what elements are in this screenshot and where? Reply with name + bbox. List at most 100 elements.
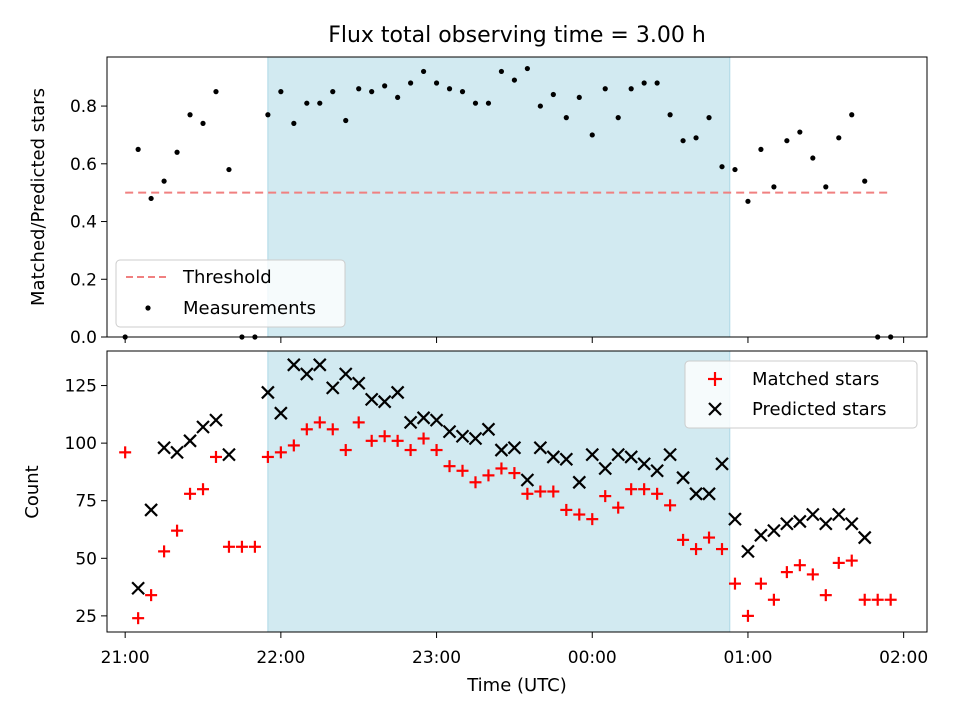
measurement-point xyxy=(369,89,375,95)
measurement-point xyxy=(446,86,453,92)
bottom-x-tick-label: 02:00 xyxy=(879,648,928,668)
predicted-star-point xyxy=(313,358,327,372)
predicted-star-point xyxy=(442,424,457,439)
matched-star-point xyxy=(197,483,210,496)
matched-star-point xyxy=(365,434,378,447)
predicted-star-point xyxy=(351,376,366,391)
top-legend-box xyxy=(115,259,346,328)
matched-star-point xyxy=(248,540,261,553)
matched-star-point xyxy=(793,559,806,572)
bottom-x-axis-ticks: 21:00 22:00 23:00 00:00 01:00 02:00 xyxy=(101,632,928,668)
matched-star-point xyxy=(651,487,664,500)
matched-star-point xyxy=(495,462,508,475)
matched-star-point xyxy=(845,554,858,567)
matched-star-point xyxy=(508,467,521,480)
measurement-point xyxy=(745,198,751,204)
measurement-point xyxy=(823,184,829,190)
matched-star-point xyxy=(690,543,703,556)
predicted-star-point xyxy=(468,431,483,446)
predicted-star-point xyxy=(585,447,600,462)
matched-star-point xyxy=(625,483,638,496)
matched-star-point xyxy=(819,589,832,602)
matched-star-point xyxy=(482,469,495,482)
predicted-star-point xyxy=(261,385,275,400)
measurement-point xyxy=(200,120,206,126)
measurement-point xyxy=(135,146,141,152)
matched-star-point xyxy=(716,543,728,556)
legend-matched-swatch xyxy=(708,372,722,386)
bottom-x-tick-label: 23:00 xyxy=(412,648,461,668)
predicted-star-point xyxy=(338,367,353,381)
matched-star-point xyxy=(573,508,586,521)
measurement-point xyxy=(758,146,764,152)
predicted-star-point xyxy=(170,445,184,460)
top-y-tick-label: 0.8 xyxy=(70,97,97,117)
matched-star-point xyxy=(313,416,326,429)
top-axes-frame xyxy=(106,56,928,338)
top-x-axis-ticks xyxy=(124,337,905,343)
matched-star-point xyxy=(703,531,716,544)
matched-star-point xyxy=(547,485,560,498)
bottom-legend: Matched stars Predicted stars xyxy=(684,360,918,429)
bottom-y-tick-label: 75 xyxy=(75,492,97,512)
measurement-point xyxy=(317,100,323,106)
predicted-star-point xyxy=(196,420,210,434)
top-panel: 0.0 0.2 0.4 0.6 0.8 Flux total observing tim… xyxy=(28,23,928,348)
top-y-tick-label: 0.6 xyxy=(70,155,97,175)
predicted-star-point xyxy=(689,487,703,501)
predicted-star-point xyxy=(831,507,846,522)
top-plot-area xyxy=(122,65,894,340)
matched-star-point xyxy=(560,503,573,516)
legend-predicted-label: Predicted stars xyxy=(752,399,886,420)
measurement-point xyxy=(810,155,816,161)
matched-star-point xyxy=(404,444,417,457)
matched-star-point xyxy=(145,589,158,602)
predicted-star-point xyxy=(300,367,314,381)
legend-matched-label: Matched stars xyxy=(752,369,879,390)
measurement-point xyxy=(420,68,427,75)
predicted-star-point xyxy=(209,413,223,427)
top-y-axis-ticks: 0.0 0.2 0.4 0.6 0.8 xyxy=(70,97,107,348)
measurement-point xyxy=(576,94,582,101)
matched-star-point xyxy=(119,446,132,459)
predicted-star-point xyxy=(364,392,379,407)
measurement-point xyxy=(278,89,284,95)
bottom-x-tick-label: 01:00 xyxy=(723,648,772,668)
measurement-point xyxy=(511,77,518,83)
predicted-star-point xyxy=(157,440,171,455)
measurement-point xyxy=(265,112,271,118)
measurement-point xyxy=(537,103,543,109)
matched-star-point xyxy=(664,499,677,512)
measurement-point xyxy=(161,178,167,184)
matched-star-point xyxy=(521,487,534,500)
matched-star-point xyxy=(469,476,482,489)
measurement-point xyxy=(148,195,154,202)
matched-star-point xyxy=(599,490,612,503)
predicted-star-point xyxy=(416,411,431,425)
measurement-point xyxy=(797,129,803,135)
measurement-point xyxy=(433,80,440,86)
predicted-star-point xyxy=(377,394,392,409)
matched-star-point xyxy=(326,423,339,436)
matched-star-point xyxy=(274,446,287,459)
matched-star-point xyxy=(430,444,443,457)
matched-star-point xyxy=(832,556,845,569)
predicted-star-point xyxy=(780,516,794,531)
bottom-y-tick-label: 125 xyxy=(65,377,97,397)
bottom-panel: 25 50 75 100 125 21:00 22:00 23:00 00:00 01:00 02… xyxy=(22,350,928,696)
matched-star-point xyxy=(158,545,171,558)
measurement-point xyxy=(667,112,673,118)
matched-star-point xyxy=(534,485,547,498)
measurement-point xyxy=(343,117,349,124)
predicted-star-point xyxy=(494,443,509,457)
predicted-star-point xyxy=(611,447,625,462)
bottom-y-tick-label: 100 xyxy=(65,434,97,454)
matched-star-point xyxy=(443,460,456,473)
matched-star-point xyxy=(417,432,430,445)
legend-threshold-label: Threshold xyxy=(182,267,272,288)
predicted-star-point xyxy=(754,528,768,543)
measurement-point xyxy=(498,68,505,75)
matched-star-point xyxy=(677,533,690,546)
bottom-x-tick-label: 21:00 xyxy=(101,648,150,668)
